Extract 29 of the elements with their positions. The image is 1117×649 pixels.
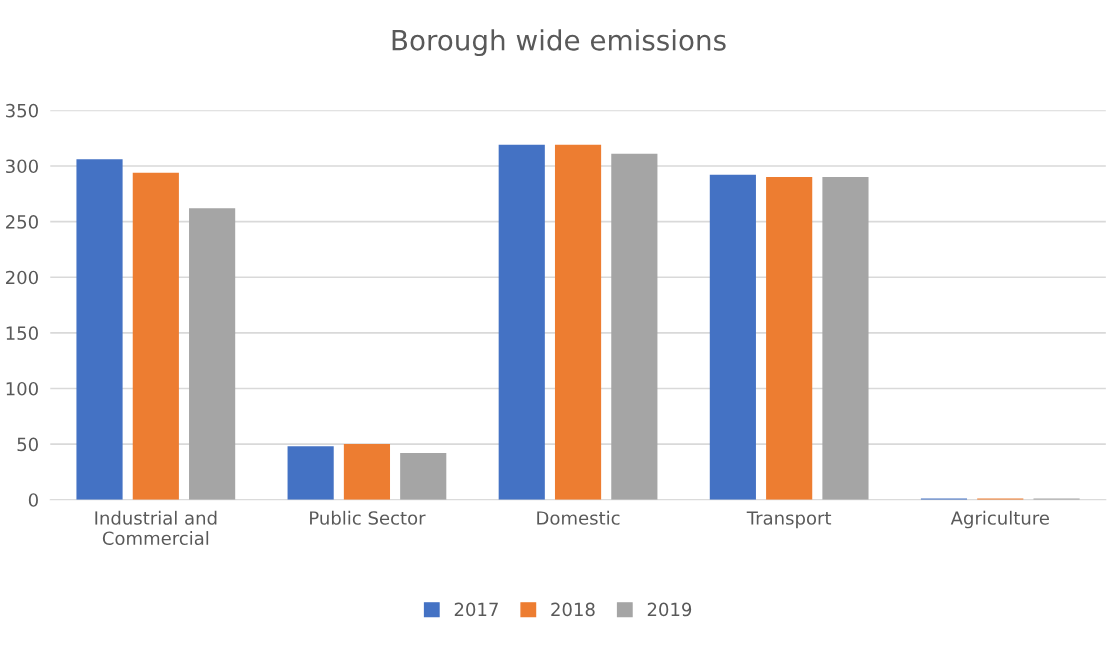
y-tick-label: 150 xyxy=(6,326,38,340)
bar xyxy=(822,177,869,500)
y-tick-label: 100 xyxy=(6,381,38,396)
legend-label: 2018 xyxy=(551,602,595,617)
y-tick-label: 200 xyxy=(6,270,38,285)
bar xyxy=(498,144,545,500)
bar xyxy=(76,159,123,500)
y-tick-label: 0 xyxy=(28,493,38,507)
x-tick-label: Public Sector xyxy=(310,510,426,525)
bar xyxy=(400,453,447,500)
bar xyxy=(709,174,756,500)
bar xyxy=(132,172,179,500)
chart-title: Borough wide emissions xyxy=(392,29,726,57)
bar xyxy=(343,444,391,500)
x-tick-label: Domestic xyxy=(537,510,620,525)
y-tick-label: 250 xyxy=(6,215,38,229)
legend-label: 2019 xyxy=(647,602,692,617)
bar xyxy=(766,177,813,500)
bar xyxy=(554,144,602,500)
bar xyxy=(189,208,236,500)
y-tick-label: 300 xyxy=(6,159,38,174)
bar xyxy=(611,153,658,500)
x-tick-label: Industrial and Commercial xyxy=(95,510,217,546)
x-tick-label: Transport xyxy=(746,511,832,529)
legend-label: 2017 xyxy=(454,602,498,617)
y-tick-label: 350 xyxy=(6,103,38,118)
y-tick-label: 50 xyxy=(17,437,38,452)
x-tick-label: Agriculture xyxy=(950,510,1049,529)
bar xyxy=(287,446,334,500)
